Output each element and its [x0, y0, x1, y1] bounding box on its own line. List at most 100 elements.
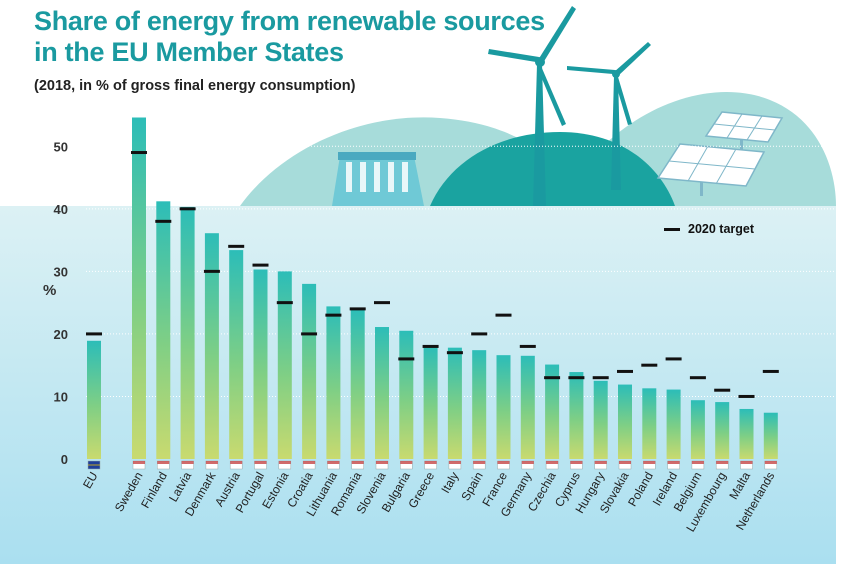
flag-stripe: [667, 461, 680, 464]
legend: 2020 target: [664, 222, 754, 236]
target-marker-bulgaria: [398, 357, 415, 361]
bar-germany: [520, 355, 535, 459]
flag-stripe: [133, 461, 145, 464]
scenery-illustration: [240, 6, 836, 206]
target-marker-lithuania: [325, 313, 342, 317]
bar-romania: [350, 309, 365, 459]
bar-czechia: [545, 364, 560, 459]
y-tick-labels: 0 10 20 30 40 50: [54, 139, 68, 467]
flag-stripe: [88, 464, 100, 466]
target-marker-finland: [155, 219, 172, 223]
bar-bulgaria: [399, 330, 414, 459]
flag-stripe: [619, 461, 631, 464]
bars: [87, 117, 778, 459]
bar-latvia: [180, 206, 195, 459]
target-marker-luxembourg: [714, 388, 731, 392]
y-tick-label: 30: [54, 264, 68, 279]
gridlines: [86, 145, 836, 397]
flags: [87, 460, 778, 470]
flag-stripe: [716, 461, 729, 464]
y-tick-label: 20: [54, 327, 68, 342]
bar-malta: [739, 408, 754, 459]
target-marker-estonia: [276, 301, 293, 305]
y-tick-label: 50: [54, 139, 68, 154]
target-marker-italy: [446, 351, 463, 355]
chart-title-line2: in the EU Member States: [34, 37, 344, 67]
flag-stripe: [351, 461, 364, 464]
flag-stripe: [473, 461, 486, 464]
target-marker-slovenia: [374, 301, 390, 305]
bar-austria: [229, 250, 244, 459]
bar-slovakia: [618, 384, 632, 459]
bar-slovenia: [375, 327, 389, 459]
target-marker-austria: [228, 244, 245, 248]
y-tick-label: 10: [54, 389, 68, 404]
target-marker-netherlands: [762, 369, 779, 373]
bar-lithuania: [326, 306, 341, 459]
target-marker-latvia: [179, 207, 196, 211]
flag-stripe: [691, 461, 704, 464]
flag-stripe: [448, 461, 461, 464]
bar-luxembourg: [715, 402, 730, 459]
target-marker-spain: [471, 332, 488, 336]
flag-stripe: [740, 461, 753, 464]
flag-stripe: [205, 461, 218, 464]
target-marker-croatia: [301, 332, 318, 336]
flag-stripe: [278, 461, 291, 464]
target-marker-cyprus: [568, 376, 585, 380]
chart-title-line1: Share of energy from renewable sources: [34, 6, 545, 36]
target-marker-hungary: [592, 376, 609, 380]
flag-stripe: [546, 461, 559, 464]
bar-sweden: [132, 117, 146, 459]
bar-cyprus: [569, 372, 584, 459]
flag-stripe: [327, 461, 340, 464]
bar-poland: [642, 388, 657, 459]
bar-italy: [447, 347, 462, 459]
bar-spain: [472, 350, 487, 459]
flag-stripe: [497, 461, 510, 464]
target-marker-germany: [519, 344, 536, 348]
legend-target-swatch: [664, 227, 680, 231]
bar-netherlands: [763, 412, 778, 459]
chart-subtitle: (2018, in % of gross final energy consum…: [34, 78, 356, 94]
flag-stripe: [230, 461, 243, 464]
target-marker-ireland: [665, 357, 682, 361]
target-marker-poland: [641, 363, 658, 367]
solar-panel-icon: [656, 143, 766, 196]
target-marker-slovakia: [617, 369, 633, 373]
flag-stripe: [643, 461, 656, 464]
legend-target-label: 2020 target: [688, 222, 755, 236]
bar-croatia: [302, 283, 317, 459]
flag-stripe: [400, 461, 413, 464]
y-tick-label: 0: [61, 452, 68, 467]
target-marker-eu: [86, 332, 102, 336]
bar-finland: [156, 201, 171, 459]
target-markers: [86, 151, 779, 398]
bar-estonia: [277, 271, 292, 459]
bar-denmark: [204, 233, 219, 459]
wind-turbine-icon: [567, 42, 651, 190]
target-marker-denmark: [203, 269, 220, 273]
flag-stripe: [181, 461, 194, 464]
target-marker-czechia: [544, 376, 561, 380]
flag-stripe: [594, 461, 607, 464]
flag-stripe: [254, 461, 267, 464]
bar-france: [496, 355, 511, 459]
target-marker-portugal: [252, 263, 269, 267]
target-marker-france: [495, 313, 512, 317]
bar-greece: [423, 346, 438, 459]
target-marker-belgium: [689, 376, 706, 380]
wind-turbine-icon: [488, 6, 576, 206]
solar-panel-icon: [704, 111, 784, 152]
y-tick-label: 40: [54, 202, 68, 217]
flag-stripe: [521, 461, 534, 464]
bar-ireland: [666, 389, 681, 459]
flag-stripe: [303, 461, 316, 464]
flag-stripe: [376, 461, 388, 464]
bar-hungary: [593, 380, 608, 459]
bar-portugal: [253, 269, 268, 459]
target-marker-greece: [422, 344, 439, 348]
y-axis-label: %: [43, 282, 57, 299]
target-marker-malta: [738, 394, 755, 398]
